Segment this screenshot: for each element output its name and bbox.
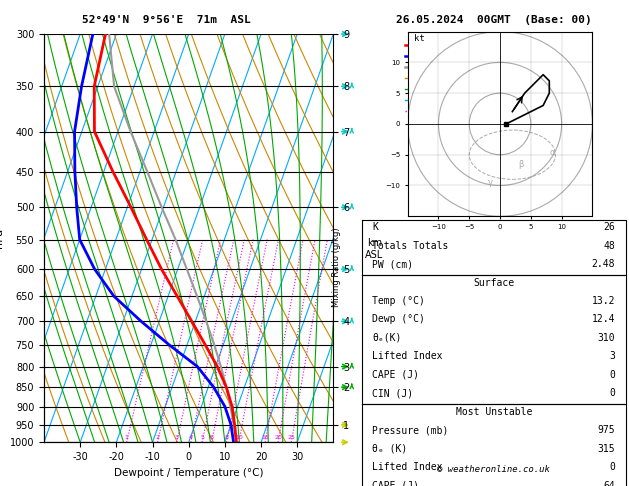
Text: 3: 3 xyxy=(175,435,179,440)
Text: 26.05.2024  00GMT  (Base: 00): 26.05.2024 00GMT (Base: 00) xyxy=(396,15,592,25)
Text: Pressure (mb): Pressure (mb) xyxy=(372,425,448,435)
Y-axis label: hPa: hPa xyxy=(0,228,4,248)
Text: 0: 0 xyxy=(610,370,615,380)
Text: α: α xyxy=(549,148,555,156)
Text: 16: 16 xyxy=(261,435,269,440)
Text: 6: 6 xyxy=(209,435,213,440)
Legend: Temperature, Dewpoint, Parcel Trajectory, Dry Adiabat, Wet Adiabat, Isotherm, Mi: Temperature, Dewpoint, Parcel Trajectory… xyxy=(401,38,489,119)
Text: K: K xyxy=(372,222,378,232)
Text: Temp (°C): Temp (°C) xyxy=(372,296,425,306)
Text: γ: γ xyxy=(487,178,493,188)
Text: θₑ (K): θₑ (K) xyxy=(372,444,408,454)
Text: 3: 3 xyxy=(610,351,615,362)
Text: Surface: Surface xyxy=(473,278,515,288)
Text: 0: 0 xyxy=(610,462,615,472)
Text: Lifted Index: Lifted Index xyxy=(372,462,443,472)
Text: 48: 48 xyxy=(604,241,615,251)
Text: 26: 26 xyxy=(604,222,615,232)
Text: Most Unstable: Most Unstable xyxy=(455,407,532,417)
Text: 2.48: 2.48 xyxy=(592,259,615,269)
Text: 64: 64 xyxy=(604,481,615,486)
Text: β: β xyxy=(518,160,524,169)
Text: 52°49'N  9°56'E  71m  ASL: 52°49'N 9°56'E 71m ASL xyxy=(82,15,251,25)
Text: 315: 315 xyxy=(598,444,615,454)
Text: 1: 1 xyxy=(125,435,129,440)
Text: 8: 8 xyxy=(225,435,229,440)
Text: 4: 4 xyxy=(189,435,193,440)
Y-axis label: km
ASL: km ASL xyxy=(365,238,384,260)
Text: Totals Totals: Totals Totals xyxy=(372,241,448,251)
Text: 0: 0 xyxy=(610,388,615,399)
Text: 2: 2 xyxy=(155,435,160,440)
Text: 20: 20 xyxy=(274,435,282,440)
Text: 25: 25 xyxy=(287,435,295,440)
Text: 12.4: 12.4 xyxy=(592,314,615,325)
Text: 13.2: 13.2 xyxy=(592,296,615,306)
Text: © weatheronline.co.uk: © weatheronline.co.uk xyxy=(437,465,550,474)
Text: kt: kt xyxy=(414,34,425,43)
Text: 5: 5 xyxy=(200,435,204,440)
Text: 975: 975 xyxy=(598,425,615,435)
Text: CIN (J): CIN (J) xyxy=(372,388,413,399)
Text: Lifted Index: Lifted Index xyxy=(372,351,443,362)
Text: 10: 10 xyxy=(235,435,243,440)
X-axis label: Dewpoint / Temperature (°C): Dewpoint / Temperature (°C) xyxy=(114,468,264,478)
Text: PW (cm): PW (cm) xyxy=(372,259,413,269)
Text: CAPE (J): CAPE (J) xyxy=(372,370,420,380)
Text: 310: 310 xyxy=(598,333,615,343)
Text: Dewp (°C): Dewp (°C) xyxy=(372,314,425,325)
Text: θₑ(K): θₑ(K) xyxy=(372,333,402,343)
Text: CAPE (J): CAPE (J) xyxy=(372,481,420,486)
Text: Mixing Ratio (g/kg): Mixing Ratio (g/kg) xyxy=(332,227,341,307)
